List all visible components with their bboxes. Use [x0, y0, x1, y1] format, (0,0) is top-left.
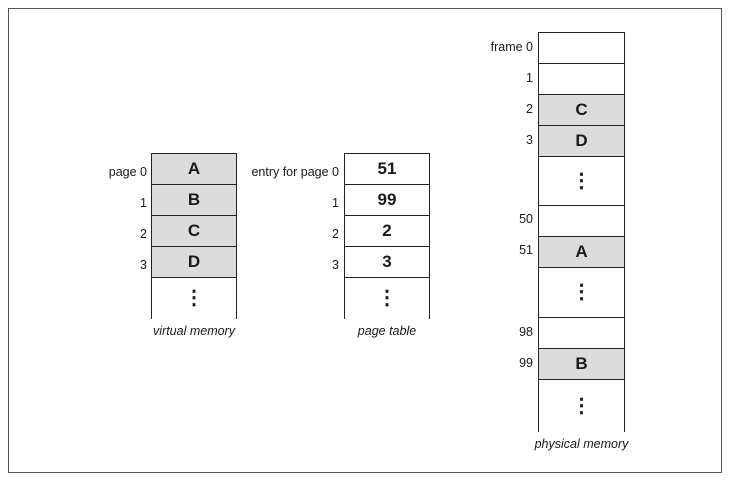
- pm-label-3: 3: [526, 133, 533, 147]
- vm-label-3: 3: [140, 258, 147, 272]
- pm-ellipsis-1: ⋮: [571, 169, 592, 192]
- pm-frame-50: [538, 205, 625, 237]
- pm-label-99: 99: [519, 356, 533, 370]
- pm-frame-3: D: [538, 125, 625, 157]
- vm-label-1: 1: [140, 196, 147, 210]
- pm-caption: physical memory: [534, 437, 629, 451]
- pm-frame-98: [538, 317, 625, 349]
- pm-gap-1: ⋮: [538, 156, 625, 206]
- pm-frame-99: B: [538, 348, 625, 380]
- pt-entry-0: 51: [344, 153, 430, 185]
- vm-page-3: D: [151, 246, 237, 278]
- pm-label-2: 2: [526, 102, 533, 116]
- pt-entry-1: 99: [344, 184, 430, 216]
- pt-label-2: 2: [332, 227, 339, 241]
- vm-page-0: A: [151, 153, 237, 185]
- pm-label-1: 1: [526, 71, 533, 85]
- pm-label-frame-0: frame 0: [490, 40, 533, 54]
- pt-continuation: ⋮: [344, 277, 430, 319]
- vm-page-1: B: [151, 184, 237, 216]
- vm-label-page-0: page 0: [108, 165, 147, 179]
- vm-label-2: 2: [140, 227, 147, 241]
- pt-caption: page table: [357, 324, 417, 338]
- pm-frame-1: [538, 63, 625, 95]
- vm-caption: virtual memory: [153, 324, 235, 338]
- pm-continuation: ⋮: [538, 379, 625, 432]
- figure-border: [8, 8, 722, 473]
- pm-ellipsis-2: ⋮: [571, 281, 592, 303]
- pm-gap-2: ⋮: [538, 267, 625, 318]
- vm-ellipsis: ⋮: [184, 287, 204, 309]
- pt-label-entry-0: entry for page 0: [251, 165, 339, 179]
- pm-label-50: 50: [519, 212, 533, 226]
- vm-continuation: ⋮: [151, 277, 237, 319]
- pm-label-98: 98: [519, 325, 533, 339]
- pm-frame-0: [538, 32, 625, 64]
- vm-page-2: C: [151, 215, 237, 247]
- pt-label-3: 3: [332, 258, 339, 272]
- pt-entry-3: 3: [344, 246, 430, 278]
- pm-frame-2: C: [538, 94, 625, 126]
- pm-label-51: 51: [519, 243, 533, 257]
- pm-frame-51: A: [538, 236, 625, 268]
- pt-label-1: 1: [332, 196, 339, 210]
- pt-ellipsis: ⋮: [377, 287, 397, 309]
- pm-ellipsis-3: ⋮: [571, 394, 592, 417]
- pt-entry-2: 2: [344, 215, 430, 247]
